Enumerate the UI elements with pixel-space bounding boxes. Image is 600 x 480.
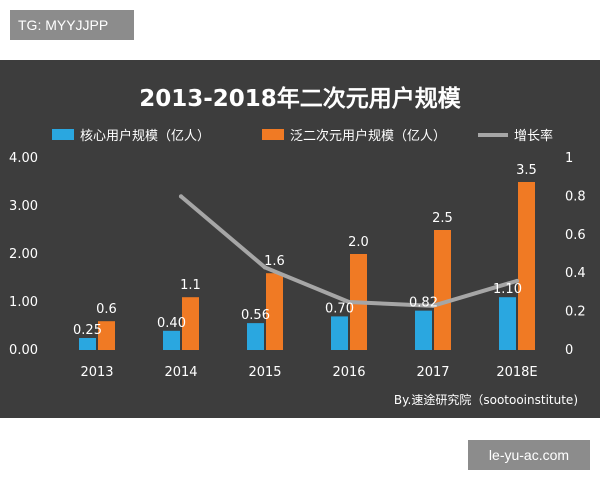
growth-rate-point	[431, 303, 435, 308]
bar-core	[79, 338, 96, 350]
legend-swatch-pan	[262, 129, 284, 140]
growth-rate-point	[515, 278, 519, 283]
y-right-tick-label: 0	[565, 343, 573, 358]
y-right-tick-label: 0.2	[565, 305, 586, 320]
y-right-tick-label: 1	[565, 151, 573, 166]
chart-svg: 2013-2018年二次元用户规模 核心用户规模（亿人） 泛二次元用户规模（亿人…	[9, 85, 586, 407]
growth-rate-point	[263, 265, 267, 270]
x-tick-label: 2013	[80, 365, 113, 380]
data-label-pan: 1.1	[180, 278, 201, 293]
x-tick-label: 2017	[416, 365, 449, 380]
tg-badge: TG: MYYJJPP	[10, 10, 134, 40]
bar-core	[415, 310, 432, 350]
x-axis: 2013 2014 2015 2016 2017 2018E	[80, 365, 537, 380]
bar-pan	[182, 297, 199, 350]
growth-line-group	[179, 194, 519, 308]
y-right-tick-label: 0.8	[565, 189, 586, 204]
x-tick-label: 2018E	[496, 365, 537, 380]
x-tick-label: 2015	[248, 365, 281, 380]
source-note: By.速途研究院（sootooinstitute)	[394, 392, 578, 407]
data-label-core: 1.10	[493, 282, 522, 297]
x-tick-label: 2014	[164, 365, 197, 380]
legend: 核心用户规模（亿人） 泛二次元用户规模（亿人） 增长率	[52, 128, 553, 144]
bar-pan	[518, 182, 535, 350]
bar-core	[499, 297, 516, 350]
x-tick-label: 2016	[332, 365, 365, 380]
legend-label-pan: 泛二次元用户规模（亿人）	[290, 128, 446, 144]
y-left-tick-label: 2.00	[9, 247, 38, 262]
data-label-pan: 2.5	[432, 211, 453, 226]
bar-pan	[266, 273, 283, 350]
legend-label-core: 核心用户规模（亿人）	[80, 128, 210, 144]
data-label-core: 0.82	[409, 296, 438, 311]
bars	[79, 182, 535, 350]
chart-panel: 2013-2018年二次元用户规模 核心用户规模（亿人） 泛二次元用户规模（亿人…	[0, 60, 600, 418]
y-left-tick-label: 4.00	[9, 151, 38, 166]
data-label-pan: 1.6	[264, 254, 285, 269]
bar-core	[247, 323, 264, 350]
y-right-tick-label: 0.6	[565, 228, 586, 243]
bar-pan	[98, 321, 115, 350]
legend-swatch-core	[52, 129, 74, 140]
data-labels: 0.25 0.6 0.40 1.1 0.56 1.6 0.70 2.0 0.82 2.5 1.10 3…	[73, 163, 537, 338]
left-axis: 0.00 1.00 2.00 3.00 4.00	[9, 151, 38, 358]
data-label-core: 0.56	[241, 308, 270, 323]
y-left-tick-label: 1.00	[9, 295, 38, 310]
growth-rate-point	[347, 300, 351, 304]
data-label-pan: 0.6	[96, 302, 117, 317]
bar-core	[331, 316, 348, 350]
bar-core	[163, 330, 180, 350]
data-label-core: 0.40	[157, 316, 186, 331]
data-label-pan: 3.5	[516, 163, 537, 178]
y-right-tick-label: 0.4	[565, 266, 586, 281]
right-axis: 0 0.2 0.4 0.6 0.8 1	[565, 151, 586, 358]
data-label-pan: 2.0	[348, 235, 369, 250]
data-label-core: 0.70	[325, 301, 354, 316]
growth-rate-point	[179, 194, 183, 199]
legend-label-growth: 增长率	[514, 128, 553, 144]
y-left-tick-label: 0.00	[9, 343, 38, 358]
chart-title: 2013-2018年二次元用户规模	[139, 85, 462, 112]
data-label-core: 0.25	[73, 323, 102, 338]
watermark-badge: le-yu-ac.com	[468, 440, 590, 470]
y-left-tick-label: 3.00	[9, 199, 38, 214]
bar-pan	[434, 230, 451, 350]
growth-rate-line	[179, 194, 519, 308]
